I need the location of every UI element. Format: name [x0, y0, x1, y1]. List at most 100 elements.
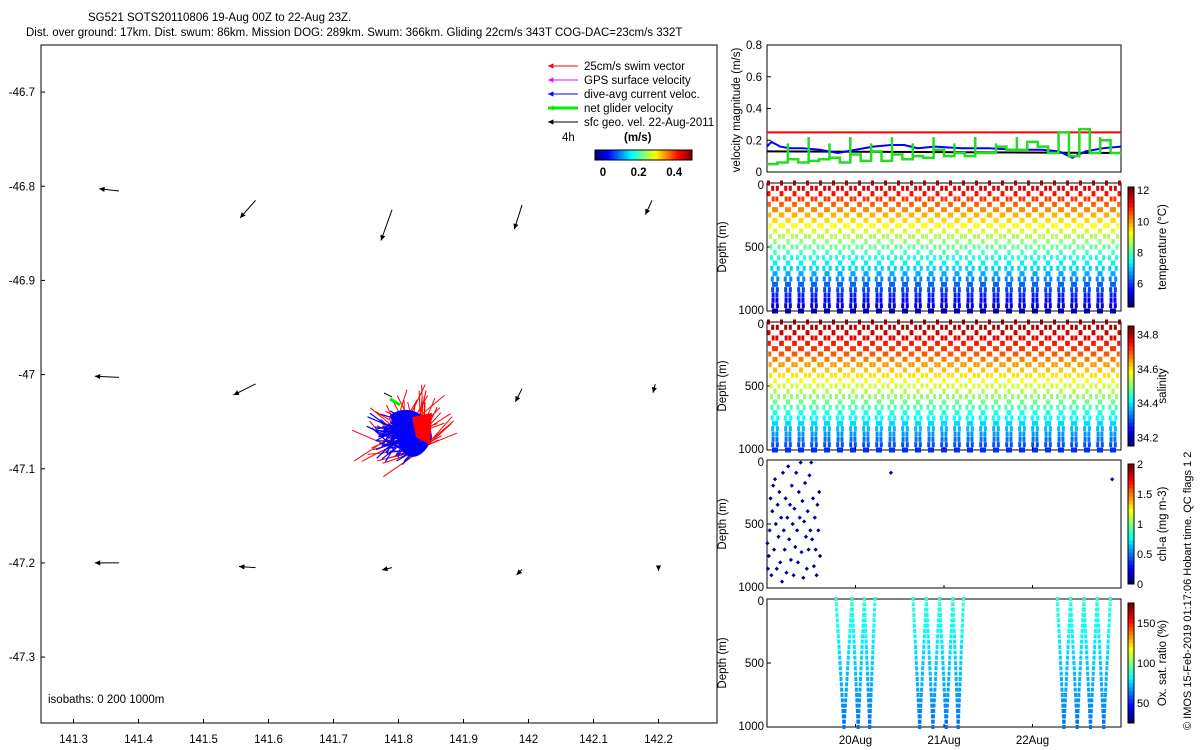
temperature-point: [1069, 276, 1073, 282]
salinity-point: [837, 356, 841, 362]
temperature-point: [785, 308, 788, 314]
oxygen-point: [954, 666, 958, 671]
salinity-point: [1112, 356, 1116, 362]
salinity-point: [828, 415, 832, 421]
oxygen-point: [959, 645, 963, 649]
salinity-point: [1006, 346, 1010, 352]
salinity-point: [975, 319, 978, 325]
salinity-point: [940, 324, 944, 330]
salinity-point: [878, 367, 882, 373]
salinity-point: [889, 410, 893, 416]
current-speed-line: [766, 140, 1122, 159]
oxygen-point: [919, 703, 923, 708]
salinity-point: [1087, 426, 1091, 432]
temperature-point: [882, 223, 886, 229]
temperature-point: [1016, 255, 1020, 261]
salinity-point: [985, 394, 989, 400]
salinity-point: [1060, 367, 1064, 373]
salinity-point: [906, 415, 910, 421]
salinity-point: [1102, 383, 1106, 389]
oxygen-point: [1104, 682, 1108, 687]
salinity-point: [943, 346, 947, 352]
temperature-point: [943, 281, 947, 287]
salinity-point: [1038, 362, 1042, 368]
temperature-point: [868, 233, 872, 239]
temperature-point: [954, 308, 957, 314]
temperature-point: [822, 276, 826, 282]
salinity-point: [801, 324, 805, 330]
temperature-point: [988, 180, 991, 186]
temperature-point: [1078, 201, 1082, 207]
temperature-point: [912, 255, 916, 261]
salinity-point: [777, 383, 781, 389]
temperature-point: [897, 180, 900, 186]
temperature-point: [1015, 223, 1019, 229]
salinity-point: [887, 415, 891, 421]
salinity-point: [1045, 447, 1048, 453]
temperature-point: [1100, 196, 1104, 202]
salinity-point: [962, 330, 966, 336]
temperature-point: [1094, 244, 1098, 250]
oxygen-point: [940, 634, 944, 639]
colorbar-tick-label: 10: [1137, 216, 1149, 228]
salinity-point: [1106, 362, 1110, 368]
salinity-point: [1009, 324, 1013, 330]
salinity-point: [806, 340, 810, 346]
salinity-point: [797, 431, 801, 437]
oxygen-point: [925, 607, 929, 612]
temperature-point: [953, 196, 957, 202]
temperature-point: [917, 217, 921, 223]
salinity-point: [840, 431, 844, 437]
sfc-vector-arrow-head: [380, 234, 386, 241]
temperature-point: [995, 271, 999, 277]
colorbar-cell: [1128, 703, 1134, 708]
temperature-point: [1030, 265, 1034, 271]
oxygen-point: [1074, 709, 1078, 713]
salinity-point: [1101, 404, 1105, 410]
oxygen-point: [847, 650, 851, 655]
salinity-point: [849, 335, 853, 341]
oxygen-point: [1086, 671, 1090, 676]
salinity-point: [814, 431, 818, 437]
temperature-point: [1045, 217, 1049, 223]
temperature-point: [803, 244, 807, 250]
oxygen-point: [960, 634, 964, 639]
oxygen-point: [952, 623, 956, 628]
oxygen-point: [923, 618, 927, 623]
oxygen-point: [1080, 629, 1084, 633]
oxygen-point: [1091, 677, 1095, 681]
oxygen-point: [1087, 698, 1091, 703]
temperature-point: [933, 244, 937, 250]
oxygen-point: [942, 682, 946, 687]
oxygen-point: [868, 719, 872, 724]
salinity-point: [1018, 436, 1022, 442]
temperature-point: [917, 228, 921, 234]
temperature-point: [888, 297, 892, 303]
salinity-point: [1031, 436, 1035, 442]
salinity-point: [1045, 356, 1049, 362]
temperature-point: [776, 276, 780, 282]
salinity-point: [863, 447, 866, 453]
salinity-point: [1044, 436, 1048, 442]
temperature-point: [1072, 249, 1076, 255]
temperature-point: [830, 223, 834, 229]
salinity-point: [1094, 383, 1098, 389]
temperature-point: [918, 303, 922, 309]
temperature-point: [1072, 239, 1076, 245]
oxygen-point: [873, 597, 877, 601]
oxygen-point: [1103, 698, 1107, 703]
salinity-point: [938, 394, 942, 400]
temperature-point: [875, 292, 879, 298]
temperature-point: [983, 185, 987, 191]
salinity-point: [874, 404, 878, 410]
salinity-point: [980, 356, 984, 362]
oxygen-point: [957, 693, 961, 697]
salinity-point: [940, 426, 944, 432]
oxygen-point: [1073, 682, 1077, 687]
temperature-point: [876, 281, 880, 287]
temperature-point: [1043, 276, 1047, 282]
salinity-point: [770, 404, 774, 410]
oxygen-point: [929, 687, 933, 692]
temperature-point: [1071, 308, 1074, 314]
oxygen-point: [852, 639, 856, 644]
